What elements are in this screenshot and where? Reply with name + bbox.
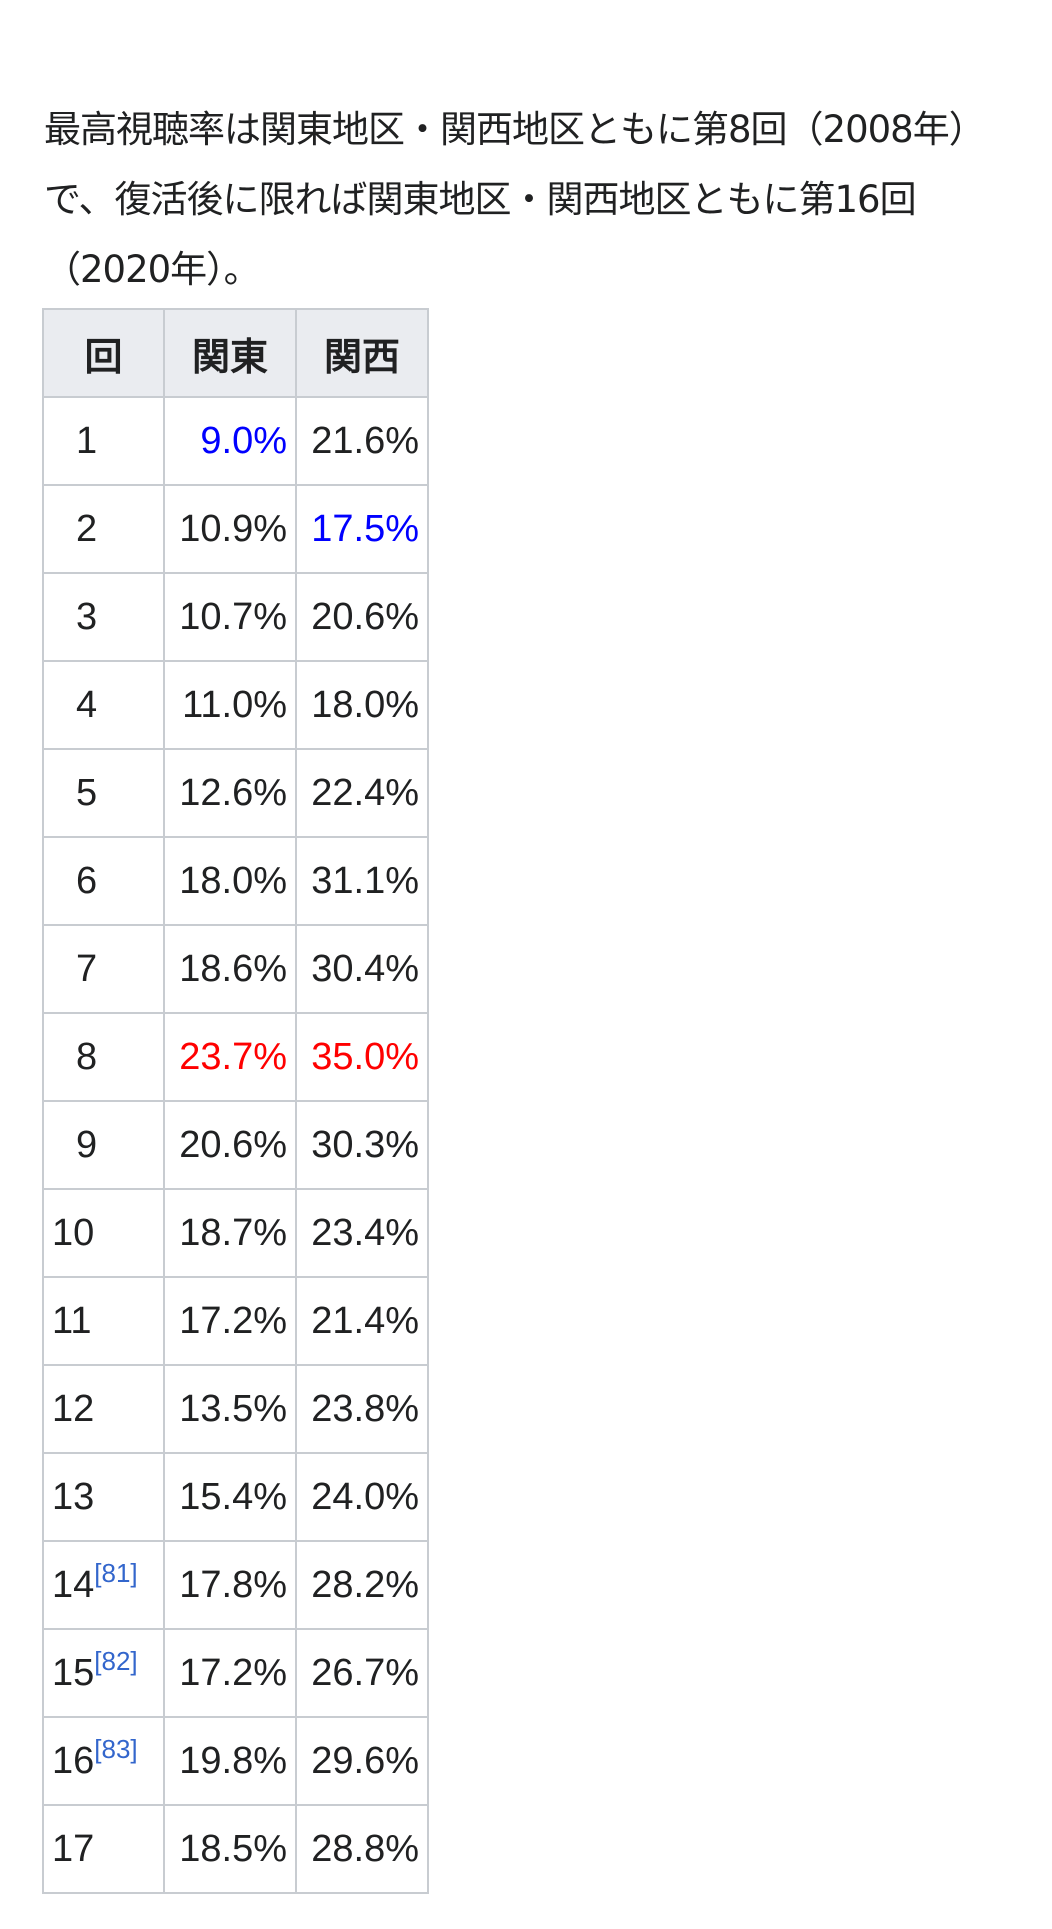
episode-number: 12 bbox=[52, 1387, 95, 1430]
kansai-rating: 30.4% bbox=[295, 924, 429, 1014]
kanto-rating: 18.0% bbox=[163, 836, 297, 926]
table-row: 9 20.6% 30.3% bbox=[42, 1100, 429, 1190]
reference-link[interactable]: [82] bbox=[94, 1645, 138, 1676]
kansai-rating: 18.0% bbox=[295, 660, 429, 750]
table-row: 12 13.5% 23.8% bbox=[42, 1364, 429, 1454]
header-kansai: 関西 bbox=[295, 308, 429, 398]
summary-paragraph: 最高視聴率は関東地区・関西地区ともに第8回（2008年）で、復活後に限れば関東地… bbox=[44, 108, 986, 291]
episode-cell: 7 bbox=[42, 924, 165, 1014]
table-row: 14[81] 17.8% 28.2% bbox=[42, 1540, 429, 1630]
episode-number: 6 bbox=[76, 859, 98, 902]
kansai-rating: 24.0% bbox=[295, 1452, 429, 1542]
table-row: 5 12.6% 22.4% bbox=[42, 748, 429, 838]
kanto-rating: 12.6% bbox=[163, 748, 297, 838]
episode-number: 13 bbox=[52, 1475, 95, 1518]
reference-link[interactable]: [81] bbox=[94, 1557, 138, 1588]
kansai-rating: 31.1% bbox=[295, 836, 429, 926]
kanto-rating: 18.7% bbox=[163, 1188, 297, 1278]
table-row: 11 17.2% 21.4% bbox=[42, 1276, 429, 1366]
table-row: 4 11.0% 18.0% bbox=[42, 660, 429, 750]
kansai-rating: 28.2% bbox=[295, 1540, 429, 1630]
kanto-rating: 15.4% bbox=[163, 1452, 297, 1542]
episode-number: 8 bbox=[76, 1035, 98, 1078]
kanto-rating: 19.8% bbox=[163, 1716, 297, 1806]
episode-cell: 17 bbox=[42, 1804, 165, 1894]
episode-cell: 14[81] bbox=[42, 1540, 165, 1630]
episode-cell: 13 bbox=[42, 1452, 165, 1542]
episode-cell: 4 bbox=[42, 660, 165, 750]
episode-cell: 9 bbox=[42, 1100, 165, 1190]
episode-number: 9 bbox=[76, 1123, 98, 1166]
table-row: 10 18.7% 23.4% bbox=[42, 1188, 429, 1278]
episode-number: 15 bbox=[52, 1651, 95, 1694]
table-row: 7 18.6% 30.4% bbox=[42, 924, 429, 1014]
kansai-rating: 21.4% bbox=[295, 1276, 429, 1366]
episode-number: 2 bbox=[76, 507, 98, 550]
episode-number: 4 bbox=[76, 683, 98, 726]
episode-number: 14 bbox=[52, 1563, 95, 1606]
episode-number: 16 bbox=[52, 1739, 95, 1782]
table-row: 8 23.7% 35.0% bbox=[42, 1012, 429, 1102]
episode-number: 17 bbox=[52, 1827, 95, 1870]
kansai-rating: 22.4% bbox=[295, 748, 429, 838]
kanto-rating: 9.0% bbox=[163, 396, 297, 486]
kanto-rating: 18.6% bbox=[163, 924, 297, 1014]
episode-cell: 16[83] bbox=[42, 1716, 165, 1806]
table-row: 6 18.0% 31.1% bbox=[42, 836, 429, 926]
episode-number: 5 bbox=[76, 771, 98, 814]
kansai-rating: 29.6% bbox=[295, 1716, 429, 1806]
episode-cell: 3 bbox=[42, 572, 165, 662]
kansai-rating: 28.8% bbox=[295, 1804, 429, 1894]
kanto-rating: 10.7% bbox=[163, 572, 297, 662]
kansai-rating: 23.4% bbox=[295, 1188, 429, 1278]
table-row: 16[83] 19.8% 29.6% bbox=[42, 1716, 429, 1806]
kansai-rating: 20.6% bbox=[295, 572, 429, 662]
episode-number: 7 bbox=[76, 947, 98, 990]
table-row: 13 15.4% 24.0% bbox=[42, 1452, 429, 1542]
kanto-rating: 17.8% bbox=[163, 1540, 297, 1630]
kansai-rating: 30.3% bbox=[295, 1100, 429, 1190]
kansai-rating: 23.8% bbox=[295, 1364, 429, 1454]
table-header-row: 回 関東 関西 bbox=[42, 308, 429, 398]
kansai-rating: 21.6% bbox=[295, 396, 429, 486]
kansai-rating: 26.7% bbox=[295, 1628, 429, 1718]
kanto-rating: 17.2% bbox=[163, 1628, 297, 1718]
kansai-rating: 35.0% bbox=[295, 1012, 429, 1102]
episode-number: 3 bbox=[76, 595, 98, 638]
reference-link[interactable]: [83] bbox=[94, 1733, 138, 1764]
kanto-rating: 13.5% bbox=[163, 1364, 297, 1454]
episode-cell: 5 bbox=[42, 748, 165, 838]
table-row: 2 10.9% 17.5% bbox=[42, 484, 429, 574]
table-row: 15[82] 17.2% 26.7% bbox=[42, 1628, 429, 1718]
ratings-table: 回 関東 関西 1 9.0% 21.6% 2 10.9% 17.5% 3 10.7% 20.6%… bbox=[42, 308, 429, 1894]
kansai-rating: 17.5% bbox=[295, 484, 429, 574]
kanto-rating: 20.6% bbox=[163, 1100, 297, 1190]
header-kanto: 関東 bbox=[163, 308, 297, 398]
episode-cell: 1 bbox=[42, 396, 165, 486]
episode-cell: 8 bbox=[42, 1012, 165, 1102]
kanto-rating: 18.5% bbox=[163, 1804, 297, 1894]
episode-cell: 12 bbox=[42, 1364, 165, 1454]
episode-cell: 6 bbox=[42, 836, 165, 926]
episode-cell: 15[82] bbox=[42, 1628, 165, 1718]
episode-cell: 10 bbox=[42, 1188, 165, 1278]
episode-number: 1 bbox=[76, 419, 98, 462]
episode-number: 10 bbox=[52, 1211, 95, 1254]
table-row: 17 18.5% 28.8% bbox=[42, 1804, 429, 1894]
table-row: 3 10.7% 20.6% bbox=[42, 572, 429, 662]
episode-number: 11 bbox=[52, 1299, 92, 1342]
episode-cell: 2 bbox=[42, 484, 165, 574]
episode-cell: 11 bbox=[42, 1276, 165, 1366]
kanto-rating: 23.7% bbox=[163, 1012, 297, 1102]
header-episode: 回 bbox=[42, 308, 165, 398]
table-row: 1 9.0% 21.6% bbox=[42, 396, 429, 486]
kanto-rating: 10.9% bbox=[163, 484, 297, 574]
kanto-rating: 11.0% bbox=[163, 660, 297, 750]
kanto-rating: 17.2% bbox=[163, 1276, 297, 1366]
